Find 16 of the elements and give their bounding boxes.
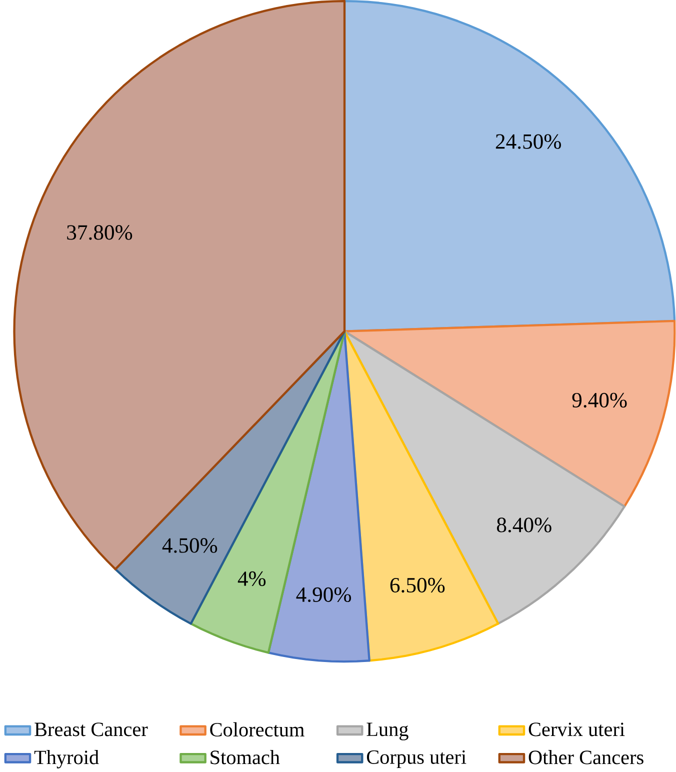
legend-label: Breast Cancer [34, 722, 148, 736]
data-label: 24.50% [496, 134, 562, 149]
data-label: 9.40% [572, 392, 627, 408]
data-label: 37.80% [67, 225, 132, 240]
data-label: 4% [238, 571, 266, 586]
legend-label: Stomach [210, 750, 280, 764]
legend-label: Other Cancers [528, 750, 644, 764]
legend-label: Corpus uteri [367, 750, 466, 768]
data-label: 6.50% [390, 578, 445, 593]
data-label: 4.90% [296, 587, 352, 602]
data-label: 8.40% [497, 518, 552, 532]
legend-label: Colorectum [210, 722, 304, 737]
legend-label: Thyroid [34, 750, 99, 768]
legend-label: Cervix uteri [528, 722, 625, 736]
data-label: 4.50% [162, 538, 218, 553]
legend-label: Lung [366, 722, 408, 740]
